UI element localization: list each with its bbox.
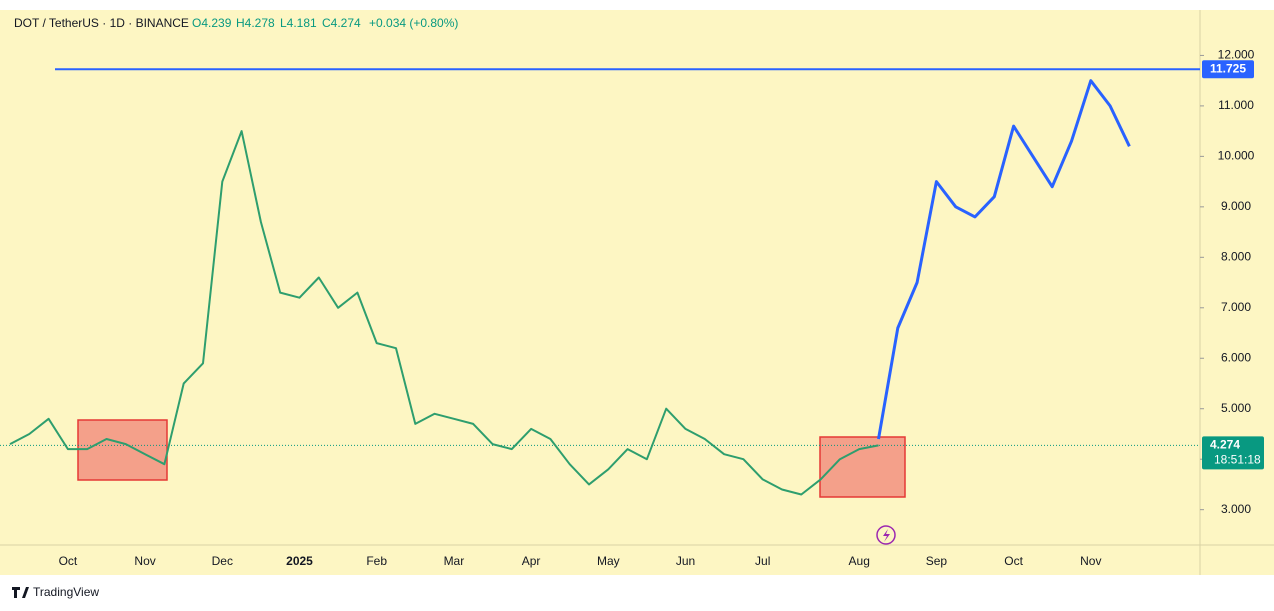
close: C4.274	[322, 16, 361, 30]
plot-background	[0, 10, 1200, 545]
x-tick-label: Aug	[849, 554, 870, 568]
price-line	[9, 130, 879, 496]
highlight-box	[819, 436, 906, 498]
x-tick-label: Mar	[444, 554, 465, 568]
x-tick-label: Dec	[212, 554, 233, 568]
x-tick-label: Apr	[522, 554, 541, 568]
event-icon-bolt	[883, 529, 890, 542]
x-tick-label: May	[597, 554, 620, 568]
x-tick-label: Jun	[676, 554, 695, 568]
x-tick-label: 2025	[286, 554, 313, 568]
logo	[12, 587, 29, 598]
highlight-box	[77, 419, 168, 481]
countdown: 18:51:18	[1214, 453, 1261, 467]
low: L4.181	[280, 16, 317, 30]
open: O4.239	[192, 16, 232, 30]
y-tick-label: 7.000	[1221, 300, 1251, 314]
last-price-label-bg	[1202, 436, 1264, 470]
time-axis	[0, 545, 1274, 575]
footer-brand: TradingView	[33, 585, 99, 599]
y-tick-label: 5.000	[1221, 401, 1251, 415]
x-tick-label: Feb	[366, 554, 387, 568]
y-tick-label: 8.000	[1221, 249, 1251, 263]
y-tick-label: 12.000	[1218, 48, 1255, 62]
event-icon[interactable]	[876, 525, 896, 545]
y-tick-label: 11.000	[1218, 98, 1254, 112]
resistance-label: 11.725	[1210, 61, 1246, 75]
y-tick-label: 9.000	[1221, 199, 1251, 213]
y-tick-label: 6.000	[1221, 350, 1251, 364]
x-tick-label: Oct	[1004, 554, 1023, 568]
last-price-label: 4.274	[1210, 438, 1240, 452]
x-tick-label: Jul	[755, 554, 770, 568]
x-tick-label: Oct	[59, 554, 78, 568]
y-tick-label: 10.000	[1218, 149, 1255, 163]
x-tick-label: Nov	[134, 554, 155, 568]
symbol: DOT / TetherUS · 1D · BINANCE	[14, 16, 189, 30]
y-tick-label: 3.000	[1221, 502, 1251, 516]
resistance-label-bg	[1202, 60, 1254, 79]
header: DOT / TetherUS · 1D · BINANCE O4.239 H4.…	[14, 16, 458, 30]
high: H4.278	[236, 16, 275, 30]
x-tick-label: Nov	[1080, 554, 1101, 568]
x-tick-label: Sep	[926, 554, 948, 568]
price-line	[877, 79, 1131, 440]
change: +0.034 (+0.80%)	[369, 16, 458, 30]
